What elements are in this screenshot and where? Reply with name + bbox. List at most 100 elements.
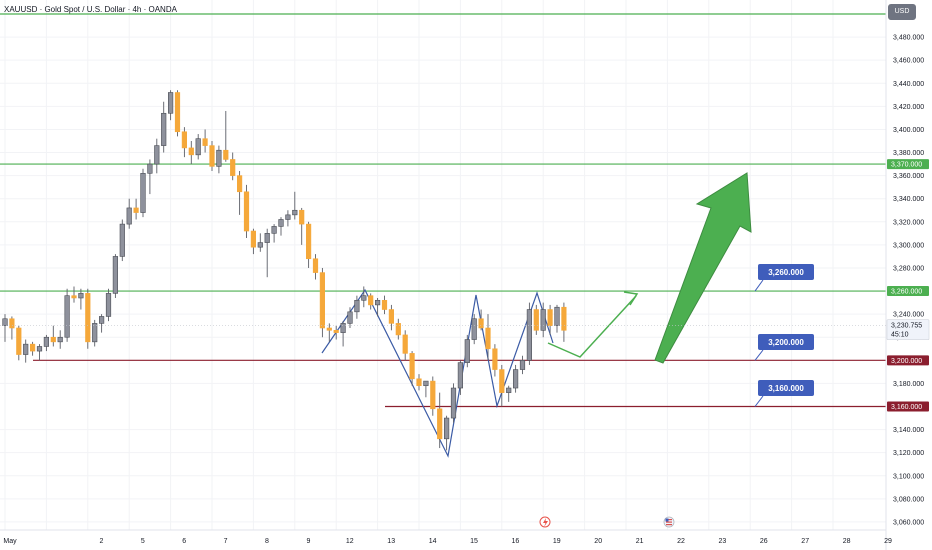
candle-bullish: [99, 316, 105, 324]
time-tick-label: 27: [801, 538, 809, 545]
projection-drawings: [547, 172, 752, 364]
candle-bearish: [499, 369, 505, 393]
candle-bullish: [271, 226, 277, 234]
time-tick-label: 14: [429, 538, 437, 545]
price-annotations: 3,260.000 3,200.000 3,160.000: [754, 264, 814, 407]
candle-bullish: [374, 299, 381, 306]
pattern-zigzag: [321, 288, 554, 458]
candle-bullish: [126, 207, 132, 225]
candle-bullish: [64, 295, 70, 338]
candle-bearish: [209, 145, 215, 167]
price-tick-label: 3,380.000: [893, 150, 924, 157]
event-icons[interactable]: [539, 516, 675, 528]
current-price-box: [886, 319, 930, 340]
candle-bearish: [409, 353, 415, 380]
candle-bullish: [140, 173, 146, 213]
flag-stripe-icon: [666, 524, 672, 526]
candle-bullish: [23, 343, 29, 355]
candle-bearish: [437, 408, 443, 440]
candle-bullish: [216, 149, 222, 167]
candle-bullish: [278, 219, 284, 227]
candle-bullish: [92, 323, 98, 343]
time-tick-label: May: [3, 538, 17, 545]
candle-bullish: [423, 380, 429, 387]
price-tag-box: [887, 159, 929, 170]
price-tick-label: 3,480.000: [893, 35, 924, 42]
price-axis[interactable]: 3,480.000 3,460.000 3,440.000 3,420.000 3,40…: [893, 35, 924, 527]
candle-bearish: [395, 323, 401, 336]
candle-bullish: [154, 145, 160, 165]
candle-bearish: [319, 272, 326, 329]
price-tag-box: [887, 401, 929, 412]
price-tag-label: 3,260.000: [891, 289, 922, 296]
time-tick-label: 6: [182, 538, 186, 545]
candle-bullish: [340, 323, 346, 333]
candle-bullish: [512, 369, 519, 389]
candle-bullish: [347, 311, 353, 324]
price-tag-label: 3,200.000: [891, 358, 922, 365]
candle-bearish: [533, 309, 539, 331]
annotation-box: [758, 264, 814, 280]
candle-bullish: [257, 242, 263, 248]
candle-bearish: [174, 92, 181, 133]
annotation-box: [758, 380, 814, 396]
price-tick-label: 3,100.000: [893, 473, 924, 480]
annotation-leader: [754, 395, 764, 407]
candle-bearish: [547, 309, 553, 326]
price-tick-label: 3,400.000: [893, 127, 924, 134]
annotation-label: 3,260.000: [768, 268, 804, 277]
time-tick-label: 23: [719, 538, 727, 545]
candle-bullish: [443, 417, 450, 440]
candle-bearish: [368, 295, 374, 306]
time-axis[interactable]: May 2 5 6 7 8 9 12 13 14 15 16 19 20 21 22 23 26 27 28 29: [3, 538, 892, 545]
candle-bullish: [457, 362, 464, 389]
time-tick-label: 29: [884, 538, 892, 545]
time-tick-label: 22: [677, 538, 685, 545]
candle-bearish: [202, 138, 208, 146]
candle-bullish: [168, 92, 174, 114]
pattern-lines: [321, 288, 554, 458]
price-tick-label: 3,320.000: [893, 219, 924, 226]
flag-stripe-icon: [666, 521, 672, 523]
price-tick-label: 3,420.000: [893, 104, 924, 111]
candle-bearish: [50, 336, 56, 343]
currency-button[interactable]: USD: [888, 4, 916, 20]
candle-bearish: [188, 147, 194, 156]
candle-bullish: [519, 360, 526, 370]
candle-bearish: [16, 327, 22, 355]
candle-bearish: [71, 295, 77, 299]
candle-bullish: [78, 293, 84, 299]
time-tick-label: 15: [470, 538, 478, 545]
candle-bullish: [119, 223, 125, 257]
projection-path: [547, 295, 637, 358]
time-tick-label: 9: [306, 538, 310, 545]
time-tick-label: 7: [224, 538, 228, 545]
annotation-label: 3,160.000: [768, 384, 804, 393]
candle-bearish: [492, 348, 498, 370]
price-tick-label: 3,140.000: [893, 427, 924, 434]
price-tick-label: 3,300.000: [893, 242, 924, 249]
time-tick-label: 20: [594, 538, 602, 545]
candle-bullish: [292, 209, 298, 216]
time-tick-label: 5: [141, 538, 145, 545]
price-tick-label: 3,240.000: [893, 312, 924, 319]
candle-bullish: [43, 336, 49, 347]
lightning-icon: [543, 518, 548, 527]
candle-bullish: [361, 295, 367, 301]
plot-area[interactable]: [0, 0, 886, 530]
candle-bullish: [450, 387, 457, 419]
price-tick-label: 3,120.000: [893, 450, 924, 457]
time-tick-label: 21: [636, 538, 644, 545]
price-tick-label: 3,180.000: [893, 381, 924, 388]
time-tick-label: 12: [346, 538, 354, 545]
candle-bearish: [485, 327, 491, 350]
candle-bullish: [471, 318, 477, 340]
candle-bearish: [430, 380, 436, 410]
annotation-box: [758, 334, 814, 350]
candle-bearish: [402, 334, 408, 354]
candle-bearish: [326, 327, 332, 331]
price-tick-label: 3,460.000: [893, 58, 924, 65]
candle-bearish: [305, 223, 312, 260]
candle-bullish: [554, 306, 560, 326]
